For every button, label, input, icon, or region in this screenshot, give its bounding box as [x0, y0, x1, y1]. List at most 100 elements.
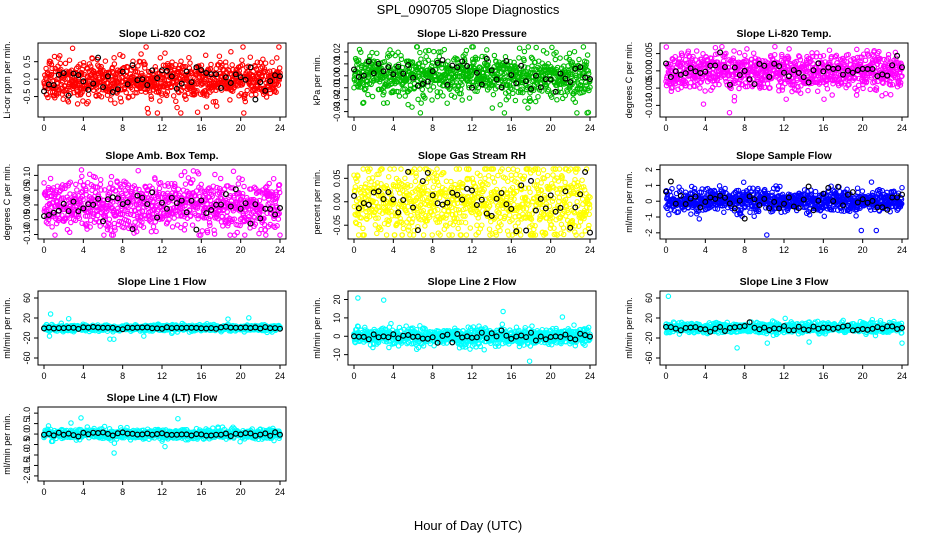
- data-point: [244, 87, 250, 94]
- data-point: [474, 56, 481, 62]
- hourly-mean-point: [454, 64, 461, 71]
- hourly-mean-point: [149, 67, 156, 74]
- data-point: [231, 232, 238, 238]
- y-tick-label: 0.01: [332, 55, 342, 73]
- hourly-mean-point: [498, 84, 505, 91]
- data-point: [579, 177, 585, 183]
- x-tick-label: 16: [196, 123, 206, 133]
- panel-title: Slope Li-820 Pressure: [417, 28, 527, 40]
- data-point: [437, 89, 444, 95]
- data-point: [448, 178, 454, 185]
- data-point: [700, 101, 707, 107]
- x-tick-label: 4: [81, 123, 86, 133]
- data-point: [217, 175, 224, 182]
- hourly-mean-point: [410, 74, 417, 81]
- data-point: [142, 65, 148, 71]
- data-point: [535, 93, 541, 100]
- hourly-mean-point: [414, 82, 421, 89]
- data-point: [149, 71, 156, 77]
- data-point: [216, 53, 223, 59]
- data-point: [559, 95, 566, 102]
- data-point: [260, 56, 266, 63]
- data-point: [472, 56, 479, 63]
- data-point: [779, 84, 786, 90]
- x-tick-label: 0: [351, 123, 356, 133]
- data-point: [130, 58, 136, 65]
- data-point: [254, 59, 261, 65]
- data-point: [506, 212, 513, 218]
- data-point: [742, 52, 748, 59]
- x-tick-label: 16: [818, 245, 828, 255]
- data-point: [495, 172, 501, 179]
- data-point: [490, 91, 497, 98]
- x-tick-label: 4: [703, 245, 708, 255]
- data-point: [152, 64, 159, 70]
- panel-title: Slope Gas Stream RH: [418, 150, 526, 162]
- data-point: [797, 57, 804, 63]
- hourly-mean-point: [567, 78, 574, 85]
- hourly-mean-point: [562, 75, 569, 82]
- x-tick-label: 0: [663, 123, 668, 133]
- data-point: [497, 102, 503, 108]
- data-point: [222, 59, 229, 65]
- data-point: [185, 175, 192, 181]
- data-point: [756, 58, 762, 64]
- data-point: [444, 100, 450, 106]
- data-point: [186, 54, 192, 61]
- data-point: [882, 90, 889, 97]
- data-point: [560, 225, 567, 231]
- data-point: [744, 83, 751, 90]
- y-tick-label: -1: [644, 213, 654, 221]
- hourly-mean-point: [198, 67, 205, 74]
- data-point: [157, 98, 163, 104]
- data-point: [78, 72, 84, 78]
- hourly-mean-point: [493, 76, 500, 83]
- data-point: [276, 44, 282, 50]
- data-point: [164, 89, 171, 95]
- data-point: [111, 61, 118, 67]
- data-point: [155, 76, 161, 83]
- hourly-mean-point: [247, 64, 254, 71]
- data-point: [554, 97, 560, 103]
- data-point: [157, 55, 164, 61]
- y-tick-label: 0.005: [644, 42, 654, 65]
- data-point: [277, 70, 283, 76]
- data-point: [702, 88, 708, 94]
- data-point: [111, 55, 117, 61]
- data-point: [557, 55, 563, 61]
- y-tick-label: -0.01: [332, 77, 342, 98]
- hourly-mean-point: [473, 69, 480, 76]
- data-point: [479, 53, 485, 60]
- data-point: [89, 55, 96, 62]
- data-point: [257, 59, 264, 66]
- data-point: [522, 98, 528, 104]
- data-point: [189, 222, 196, 228]
- data-point: [742, 83, 749, 90]
- data-point: [454, 57, 460, 63]
- hourly-mean-point: [390, 71, 397, 78]
- hourly-mean-point: [527, 85, 534, 92]
- data-point: [544, 172, 551, 179]
- data-point: [455, 225, 461, 232]
- data-point: [162, 50, 168, 56]
- y-tick-label: 0.02: [332, 43, 342, 61]
- data-point: [85, 91, 92, 98]
- data-point: [224, 209, 230, 215]
- data-point: [170, 93, 177, 99]
- data-point: [374, 230, 380, 237]
- data-point: [78, 167, 85, 173]
- data-point: [443, 78, 450, 85]
- y-tick-label: -0.005: [644, 75, 654, 101]
- y-tick-label: 0.000: [644, 60, 654, 83]
- data-point: [569, 71, 576, 78]
- hourly-mean-point: [360, 72, 367, 79]
- data-point: [182, 221, 188, 228]
- hourly-mean-point: [483, 55, 490, 62]
- data-point: [227, 232, 233, 238]
- data-point: [91, 71, 98, 77]
- hourly-mean-point: [99, 84, 106, 91]
- data-point: [269, 59, 275, 65]
- data-point: [540, 167, 547, 173]
